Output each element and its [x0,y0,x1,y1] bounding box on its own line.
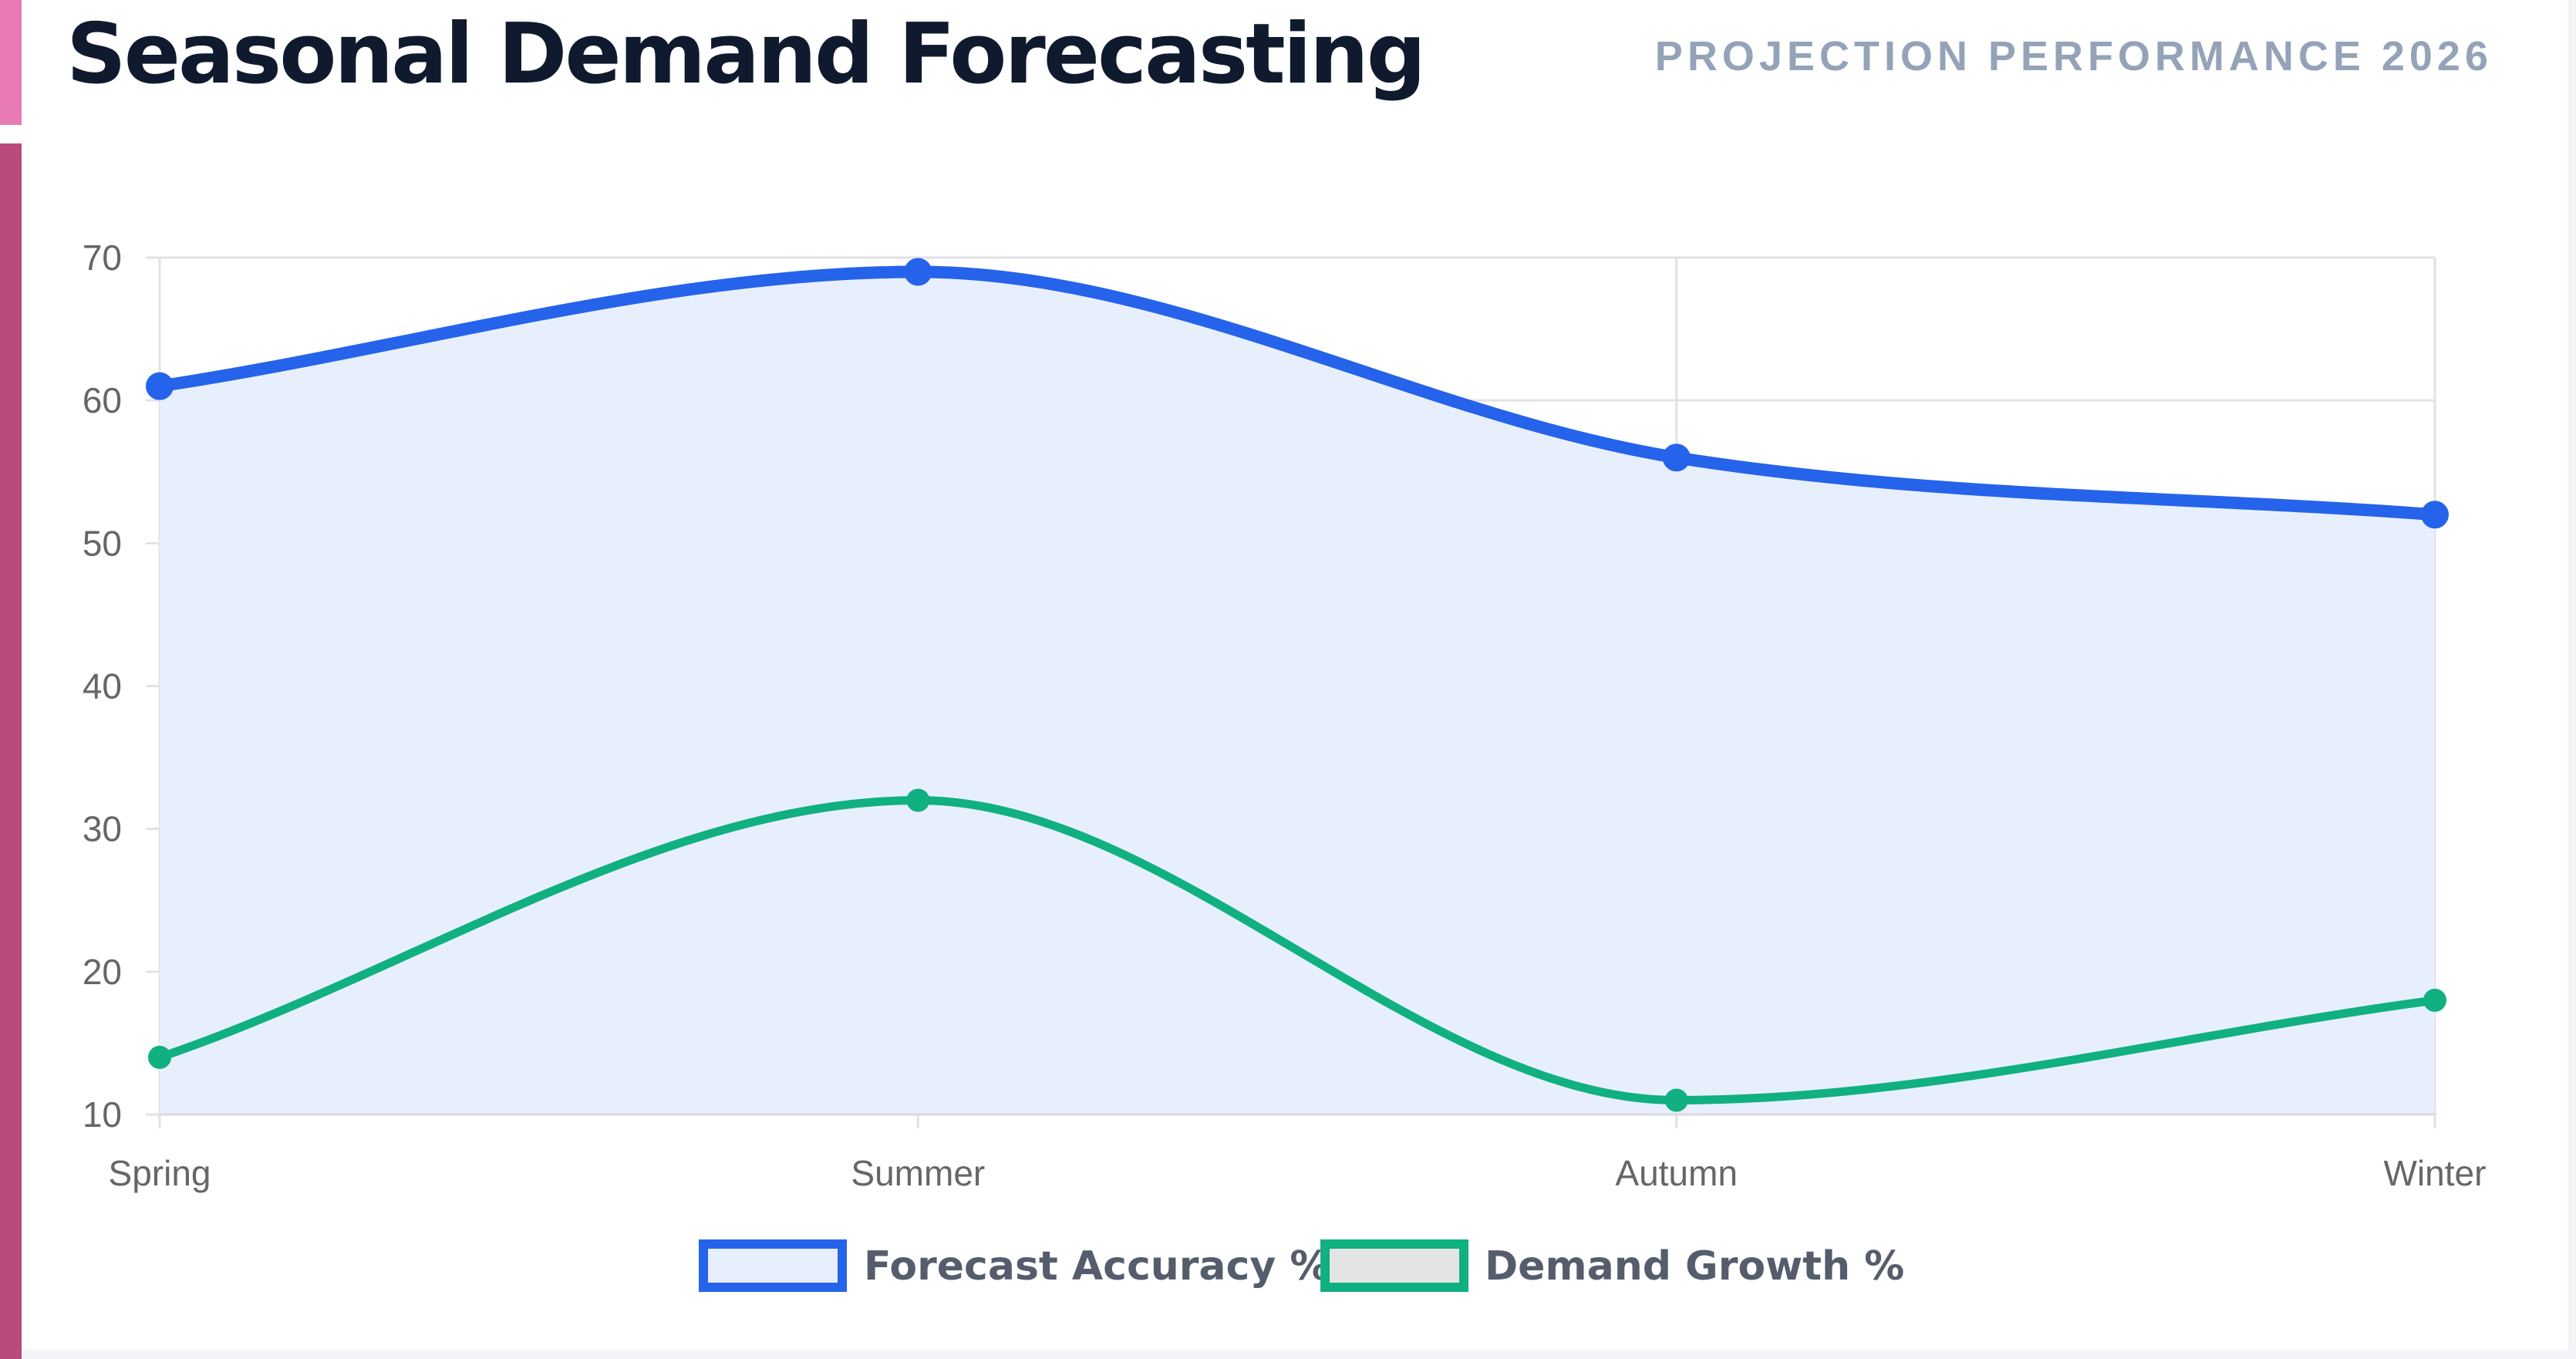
data-point[interactable] [1662,443,1691,472]
y-tick-label: 50 [83,523,122,563]
data-point[interactable] [2423,988,2446,1012]
series-area-fill [160,271,2435,1115]
x-tick-label: Spring [109,1153,211,1193]
data-point[interactable] [148,1045,171,1069]
series-line [155,796,2439,1104]
page-title: Seasonal Demand Forecasting [66,6,1426,103]
data-point[interactable] [146,372,174,400]
x-tick-label: Autumn [1615,1153,1738,1193]
legend-label[interactable]: Forecast Accuracy % [864,1243,1330,1290]
legend-swatch[interactable] [699,1239,847,1292]
y-tick-label: 60 [83,380,122,420]
y-tick-label: 40 [83,666,122,706]
accent-bar-main [0,143,22,1359]
data-point[interactable] [1664,1088,1688,1112]
y-tick-label: 10 [83,1094,122,1135]
series-line [153,265,2441,521]
legend-swatch[interactable] [1320,1239,1468,1292]
page-subtitle: PROJECTION PERFORMANCE 2026 [1654,33,2493,79]
data-point[interactable] [904,258,932,286]
y-tick-label: 20 [83,952,122,992]
y-tick-label: 30 [83,809,122,849]
y-tick-label: 70 [83,238,122,278]
accent-bar-top [0,0,22,125]
data-point[interactable] [906,788,930,812]
x-tick-label: Winter [2384,1153,2487,1193]
legend-label[interactable]: Demand Growth % [1485,1243,1904,1290]
data-point[interactable] [2421,501,2449,529]
x-tick-label: Summer [851,1153,985,1193]
